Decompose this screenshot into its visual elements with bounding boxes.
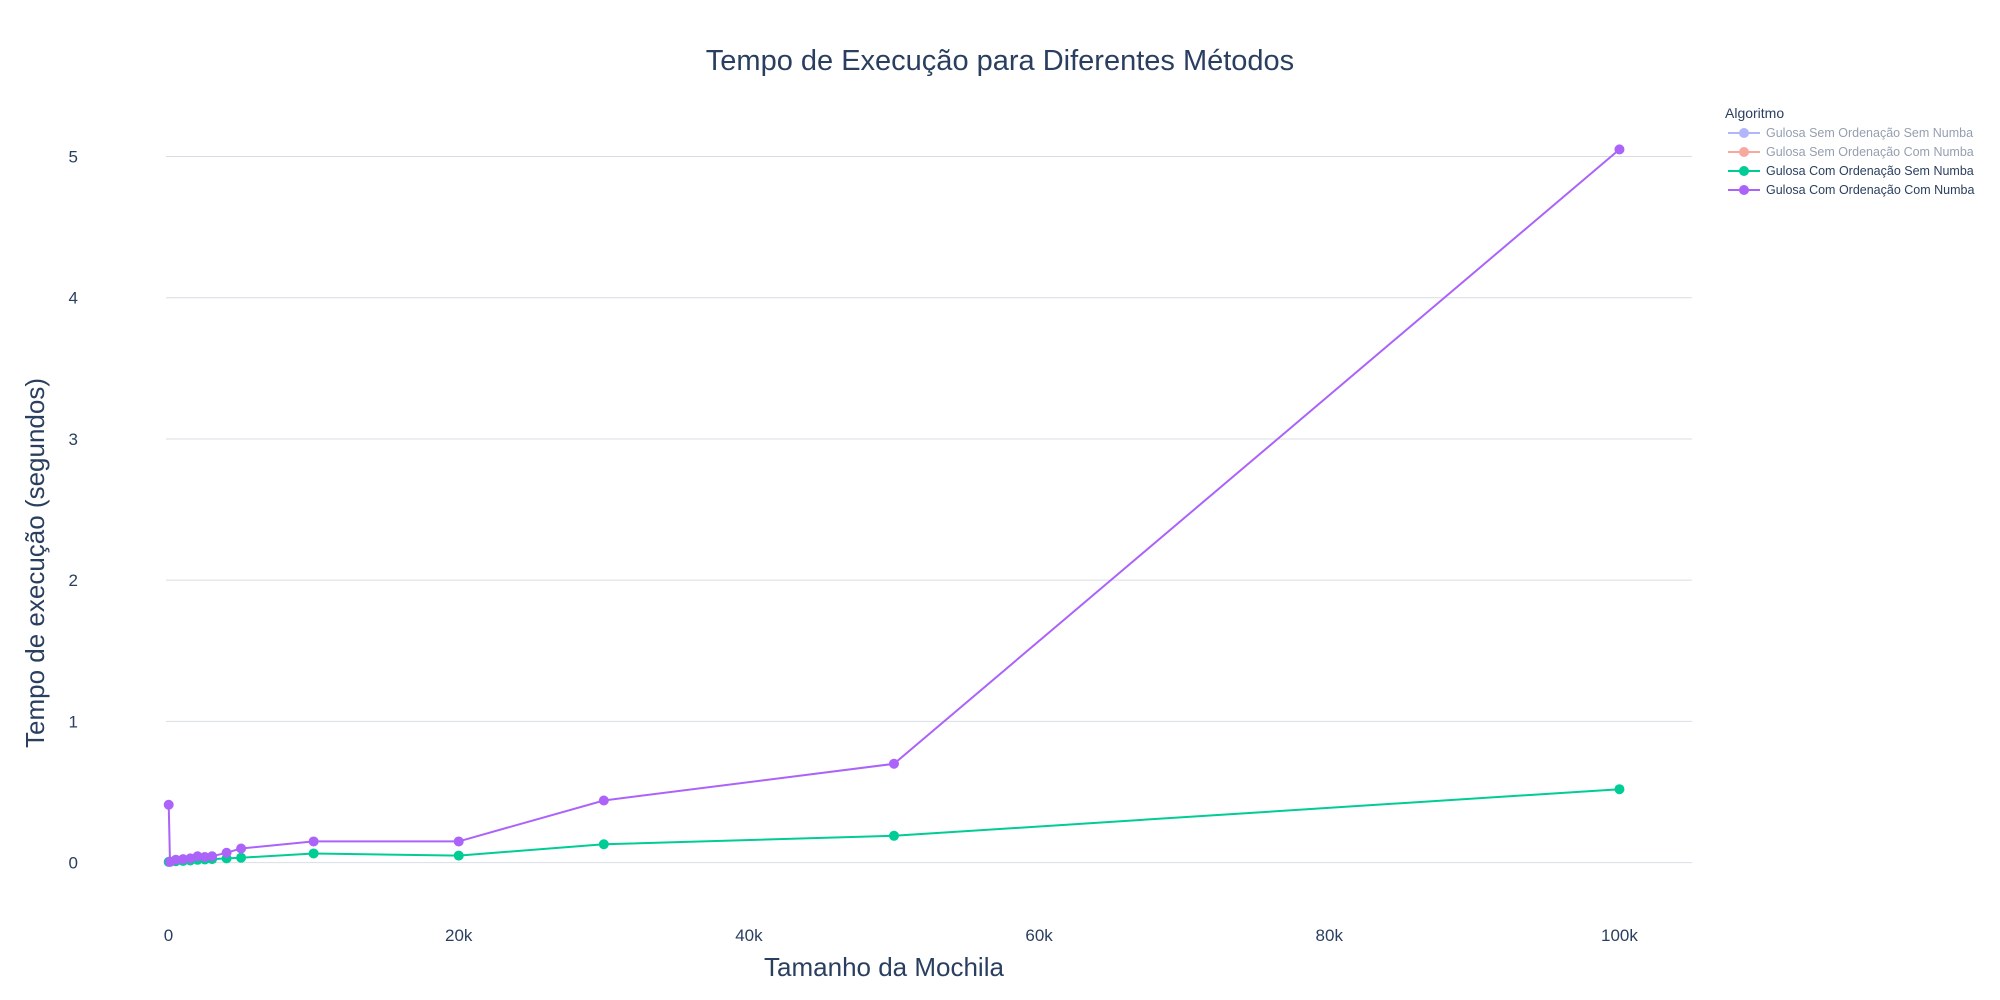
y-axis-title: Tempo de execução (segundos) [20,378,50,748]
data-point [308,848,319,859]
x-tick-label: 40k [735,926,763,945]
data-point [178,854,189,865]
legend[interactable]: Algoritmo Gulosa Sem Ordenação Sem Numba… [1725,105,1974,197]
legend-item-3[interactable]: Gulosa Com Ordenação Com Numba [1728,183,1974,197]
data-point [1614,144,1625,155]
data-point [453,836,464,847]
chart-title: Tempo de Execução para Diferentes Método… [706,45,1294,77]
y-tick-label: 4 [69,289,78,308]
legend-swatch-marker [1739,128,1749,138]
x-axis-title: Tamanho da Mochila [764,952,1004,982]
data-point [199,851,210,862]
data-point [207,851,218,862]
data-point [236,852,247,863]
y-axis-ticks: 0 1 2 3 4 5 [69,147,78,872]
series-2 [163,784,1625,867]
y-tick-label: 1 [69,712,78,731]
y-tick-label: 5 [69,147,78,166]
x-tick-label: 60k [1025,926,1053,945]
data-point [170,854,181,865]
y-tick-label: 0 [69,854,78,873]
gridlines [166,155,1692,864]
series-layer [163,144,1625,867]
data-point [453,850,464,861]
x-tick-label: 80k [1316,926,1344,945]
legend-items[interactable]: Gulosa Sem Ordenação Sem Numba Gulosa Sem… [1728,126,1974,197]
y-tick-label: 2 [69,571,78,590]
data-point [598,839,609,850]
data-point [1614,784,1625,795]
legend-item-2[interactable]: Gulosa Com Ordenação Sem Numba [1728,164,1974,178]
x-tick-label: 0 [164,926,173,945]
legend-swatch-marker [1739,166,1749,176]
data-point [889,758,899,769]
series-3 [163,144,1625,867]
series-line [167,148,1621,864]
data-point [236,843,247,854]
data-point [163,799,174,810]
data-point [598,795,609,806]
x-axis-ticks: 0 20k 40k 60k 80k 100k [164,926,1639,945]
data-point [221,847,232,858]
x-tick-label: 100k [1601,926,1638,945]
legend-label: Gulosa Com Ordenação Sem Numba [1766,164,1974,178]
y-tick-label: 3 [69,430,78,449]
data-point [889,830,899,841]
legend-label: Gulosa Sem Ordenação Com Numba [1766,145,1974,159]
legend-swatch-marker [1739,185,1749,195]
legend-title: Algoritmo [1725,105,1784,121]
data-point [192,851,203,862]
legend-swatch-marker [1739,147,1749,157]
legend-label: Gulosa Sem Ordenação Sem Numba [1766,126,1973,140]
data-point [308,836,319,847]
legend-item-1[interactable]: Gulosa Sem Ordenação Com Numba [1728,145,1974,159]
legend-label: Gulosa Com Ordenação Com Numba [1766,183,1974,197]
x-tick-label: 20k [445,926,473,945]
legend-item-0[interactable]: Gulosa Sem Ordenação Sem Numba [1728,126,1973,140]
series-line [168,788,1620,863]
